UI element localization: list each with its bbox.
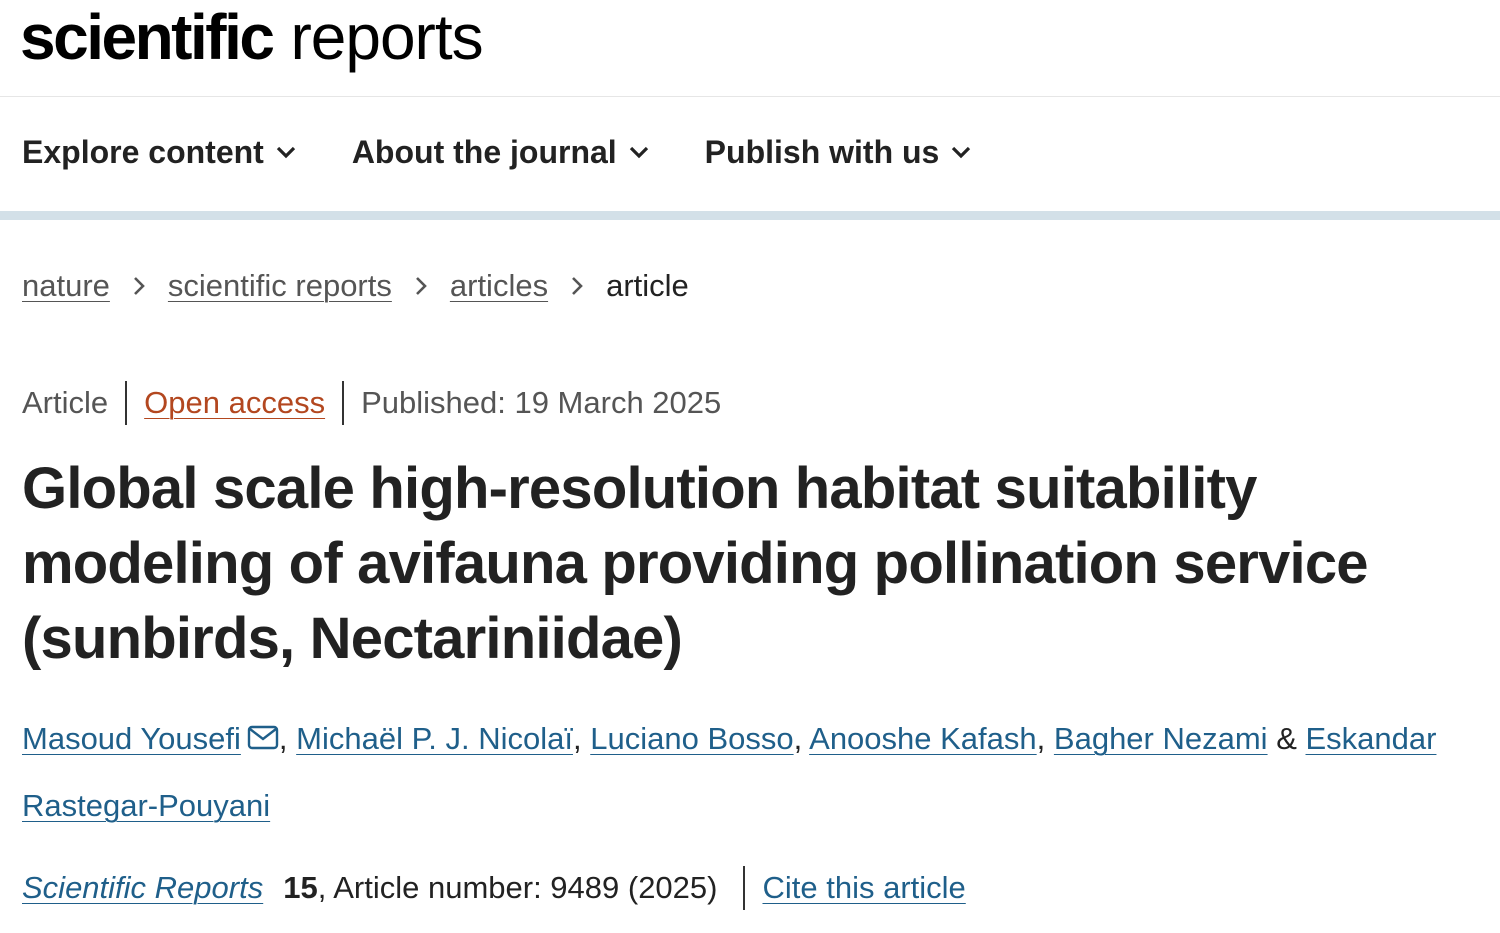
article-title: Global scale high-resolution habitat sui… (22, 456, 1369, 671)
site-header: scientific reports (0, 0, 1500, 97)
breadcrumb-link-scientific-reports[interactable]: scientific reports (167, 268, 392, 303)
article-type: Article (22, 385, 109, 420)
cite-this-article-link[interactable]: Cite this article (762, 870, 966, 905)
nav-explore-content[interactable]: Explore content (22, 134, 296, 175)
logo-bold-text: scientific (20, 1, 275, 73)
nav-publish-with-us-label: Publish with us (704, 133, 940, 170)
breadcrumb: nature scientific reports articles artic… (0, 266, 1500, 306)
nav-about-journal-label: About the journal (351, 133, 617, 170)
chevron-down-icon (629, 146, 648, 159)
author-separator: , (278, 721, 288, 756)
author-link[interactable]: Bagher Nezami (1053, 721, 1268, 756)
nav-about-journal[interactable]: About the journal (352, 134, 649, 175)
meta-divider (125, 381, 128, 425)
author-separator: , (572, 721, 582, 756)
chevron-down-icon (276, 146, 295, 159)
nav-explore-content-label: Explore content (22, 133, 264, 170)
breadcrumb-link-nature[interactable]: nature (22, 268, 110, 303)
author-separator: , (793, 721, 803, 756)
article-number: , Article number: 9489 (2025) (317, 870, 718, 905)
journal-link[interactable]: Scientific Reports (22, 870, 264, 905)
meta-divider (342, 381, 345, 425)
author-link[interactable]: Eskandar Rastegar-Pouyani (22, 721, 1437, 823)
article-meta: Article Open access Published: 19 March … (0, 381, 1500, 425)
nav-publish-with-us[interactable]: Publish with us (705, 134, 972, 175)
published-date: Published: 19 March 2025 (361, 385, 722, 420)
author-link[interactable]: Michaël P. J. Nicolaï (296, 721, 573, 756)
author-ampersand: & (1276, 721, 1297, 756)
citation-divider (743, 866, 746, 910)
author-link[interactable]: Luciano Bosso (590, 721, 794, 756)
breadcrumb-current: article (606, 268, 689, 303)
author-separator: , (1036, 721, 1046, 756)
open-access-link[interactable]: Open access (144, 385, 326, 420)
main-nav: Explore content About the journal Publis… (0, 97, 1500, 220)
citation-line: Scientific Reports 15, Article number: 9… (0, 866, 1500, 910)
chevron-right-icon (132, 275, 146, 297)
chevron-right-icon (570, 275, 584, 297)
chevron-down-icon (952, 146, 971, 159)
author-link[interactable]: Masoud Yousefi (22, 721, 241, 756)
author-list: Masoud Yousefi, Michaël P. J. Nicolaï, L… (0, 706, 1500, 838)
volume-number: 15 (283, 870, 318, 905)
breadcrumb-link-articles[interactable]: articles (449, 268, 549, 303)
mail-icon[interactable] (247, 708, 279, 773)
author-link[interactable]: Anooshe Kafash (809, 721, 1037, 756)
logo-light-text: reports (290, 1, 483, 73)
journal-logo[interactable]: scientific reports (20, 0, 484, 74)
chevron-right-icon (414, 275, 428, 297)
